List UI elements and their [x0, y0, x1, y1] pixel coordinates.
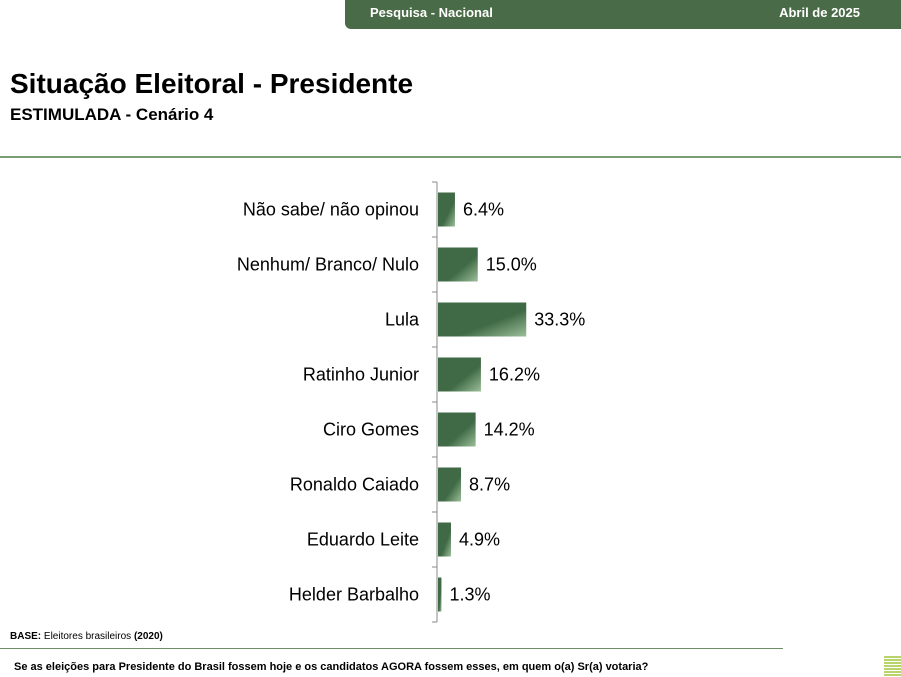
bar-chart: Não sabe/ não opinou 6.4% Nenhum/ Branco/ …: [237, 181, 585, 623]
header-banner: Pesquisa - Nacional Abril de 2025: [345, 0, 901, 29]
category-label: Ratinho Junior: [303, 365, 419, 385]
bar: [438, 467, 462, 502]
corner-decoration: [884, 656, 901, 677]
value-label: 6.4%: [463, 200, 504, 220]
base-note: BASE: Eleitores brasileiros (2020): [10, 631, 163, 642]
header-divider: [0, 156, 901, 158]
bar: [438, 412, 476, 447]
value-label: 1.3%: [449, 585, 490, 605]
value-label: 16.2%: [489, 365, 540, 385]
bar: [438, 522, 451, 557]
bar: [438, 192, 455, 227]
category-label: Ciro Gomes: [323, 420, 419, 440]
page-title: Situação Eleitoral - Presidente: [10, 68, 414, 99]
category-label: Nenhum/ Branco/ Nulo: [237, 255, 419, 275]
category-label: Ronaldo Caiado: [290, 475, 419, 495]
bar: [438, 577, 442, 612]
bar: [438, 357, 481, 392]
bar: [438, 302, 527, 337]
value-label: 15.0%: [486, 255, 537, 275]
value-label: 8.7%: [469, 475, 510, 495]
survey-date: Abril de 2025: [779, 5, 860, 20]
bar: [438, 247, 478, 282]
base-year: (2020): [133, 631, 163, 642]
category-label: Lula: [385, 310, 420, 330]
base-label: BASE:: [10, 631, 42, 642]
category-label: Eduardo Leite: [307, 530, 419, 550]
value-label: 33.3%: [534, 310, 585, 330]
page-subtitle: ESTIMULADA - Cenário 4: [10, 105, 214, 124]
value-label: 4.9%: [459, 530, 500, 550]
survey-question: Se as eleições para Presidente do Brasil…: [14, 661, 649, 673]
category-label: Helder Barbalho: [289, 585, 419, 605]
base-text: Eleitores brasileiros: [43, 631, 132, 642]
survey-label: Pesquisa - Nacional: [370, 5, 493, 20]
footer-divider: [0, 648, 783, 649]
category-label: Não sabe/ não opinou: [243, 200, 419, 220]
value-label: 14.2%: [484, 420, 535, 440]
